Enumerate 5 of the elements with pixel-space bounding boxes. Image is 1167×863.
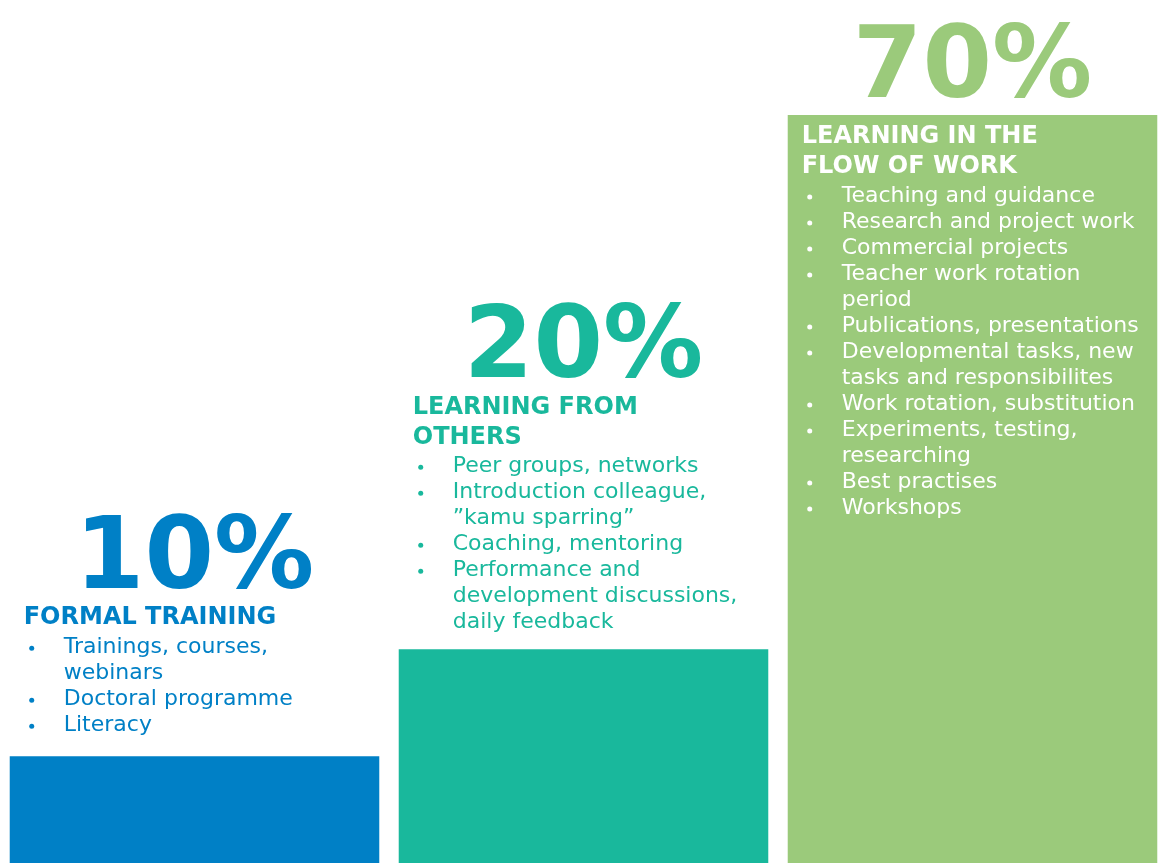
data-label: 70% xyxy=(852,3,1093,121)
annotation: Trainings, courses, webinars Doctoral programme Literacy xyxy=(62,632,293,736)
x-tick-label: LEARNING IN THE FLOW OF WORK xyxy=(801,121,1038,180)
annotation: Peer groups, networks Introduction colleague, ”kamu sparring” Coaching, mentoring Performance and development discussions, daily feedback xyxy=(452,452,738,633)
text: Teaching and guidance Research and project work Commercial projects Teacher work rotation period Publications, presentations Developmental tasks, new tasks and responsibilites Work rotation, substitution Experiments, testing, researching Best practises Workshops xyxy=(841,181,1139,519)
